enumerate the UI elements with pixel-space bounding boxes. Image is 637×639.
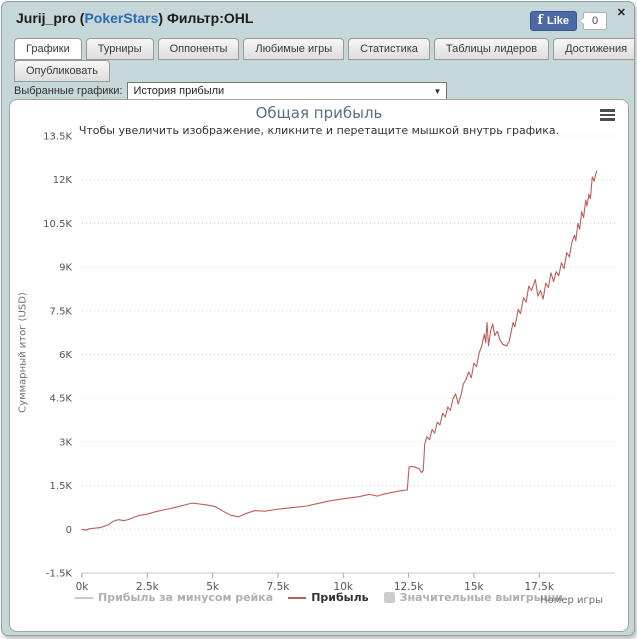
legend-item-Прибыль за минусом рейка[interactable]: Прибыль за минусом рейка <box>75 591 273 604</box>
graph-select-label: Выбранные графики: <box>14 85 123 97</box>
facebook-like-widget: f Like 0 <box>530 10 607 31</box>
tab-Оппоненты[interactable]: Оппоненты <box>157 38 240 60</box>
x-axis-title: Номер игры <box>540 595 603 606</box>
y-tick-label: 7.5K <box>50 306 73 317</box>
facebook-like-button[interactable]: f Like <box>530 10 577 31</box>
x-tick-label: 7.5k <box>267 581 291 593</box>
legend-item-Значительные выигрыши[interactable]: Значительные выигрыши <box>383 591 563 604</box>
chevron-down-icon: ▼ <box>433 86 442 96</box>
y-tick-label: 10.5K <box>43 219 72 230</box>
y-tick-label: 0 <box>66 525 72 536</box>
x-tick-label: 12.5k <box>394 581 424 593</box>
tab-Достижения[interactable]: Достижения <box>553 38 634 60</box>
x-tick-label: 15k <box>464 581 484 593</box>
x-tick-label: 5k <box>206 581 220 593</box>
graph-select-dropdown[interactable]: История прибыли ▼ <box>127 82 448 100</box>
legend-swatch <box>383 592 395 603</box>
chart-legend: Прибыль за минусом рейка Прибыль Значитель… <box>10 591 628 604</box>
legend-label: Прибыль <box>311 591 369 604</box>
page-title: Jurij_pro (PokerStars) Фильтр:OHL <box>16 10 253 26</box>
y-tick-label: 4.5K <box>50 394 73 405</box>
tabs-row-2: Опубликовать <box>14 60 110 82</box>
player-name: Jurij_pro ( <box>16 10 85 26</box>
chart-plot-area[interactable]: -1.5K 0 1.5K 3K 4.5K 6K 7.5K 9K 10.5K 12K 13.5K 0k 2… <box>10 100 628 631</box>
graph-select-value: История прибыли <box>133 85 225 97</box>
gridlines <box>82 135 615 574</box>
x-axis: 0k 2.5k 5k 7.5k 10k 12.5k 15k 17.5k <box>76 572 615 593</box>
chart-context-menu-icon[interactable] <box>600 109 615 123</box>
facebook-like-label: Like <box>546 14 569 27</box>
profit-line-series <box>81 170 598 531</box>
facebook-like-count: 0 <box>579 11 607 30</box>
y-tick-label: -1.5K <box>46 569 73 580</box>
tab-Любимые игры[interactable]: Любимые игры <box>243 38 345 60</box>
site-link[interactable]: PokerStars <box>84 10 159 26</box>
legend-item-Прибыль[interactable]: Прибыль <box>288 591 369 604</box>
chart-subtitle: Чтобы увеличить изображение, кликните и … <box>78 124 560 137</box>
y-tick-label: 9K <box>59 263 72 274</box>
y-tick-label: 3K <box>59 437 72 448</box>
tab-Таблицы лидеров[interactable]: Таблицы лидеров <box>433 38 550 60</box>
facebook-icon: f <box>537 13 543 28</box>
y-tick-label: 1.5K <box>50 481 73 492</box>
tabs-row-1: Графики Турниры Оппоненты Любимые игры Стати… <box>14 38 634 60</box>
filter-label: ) Фильтр:OHL <box>158 10 254 26</box>
legend-swatch <box>75 596 93 599</box>
legend-label: Значительные выигрыши <box>399 591 563 604</box>
title-bar: Jurij_pro (PokerStars) Фильтр:OHL f Like… <box>2 2 634 36</box>
x-tick-label: 0k <box>76 581 90 593</box>
tab-Опубликовать[interactable]: Опубликовать <box>14 60 110 82</box>
chart-title: Общая прибыль <box>255 104 383 122</box>
graph-select-row: Выбранные графики: История прибыли ▼ <box>14 82 448 100</box>
tab-Статистика[interactable]: Статистика <box>348 38 430 60</box>
tab-Графики[interactable]: Графики <box>14 38 82 60</box>
profit-chart-panel: Общая прибыль Чтобы увеличить изображени… <box>9 99 629 632</box>
y-tick-label: 12K <box>53 175 73 186</box>
close-icon[interactable]: ✕ <box>616 7 626 19</box>
x-tick-label: 2.5k <box>136 581 160 593</box>
y-tick-label: 13.5K <box>43 132 72 143</box>
y-axis-labels: -1.5K 0 1.5K 3K 4.5K 6K 7.5K 9K 10.5K 12K 13.5K <box>43 132 72 580</box>
y-tick-label: 6K <box>59 350 72 361</box>
legend-label: Прибыль за минусом рейка <box>98 591 274 604</box>
legend-swatch <box>288 596 307 599</box>
tab-Турниры[interactable]: Турниры <box>85 38 154 60</box>
x-tick-label: 10k <box>334 581 354 593</box>
x-tick-label: 17.5k <box>524 581 554 593</box>
